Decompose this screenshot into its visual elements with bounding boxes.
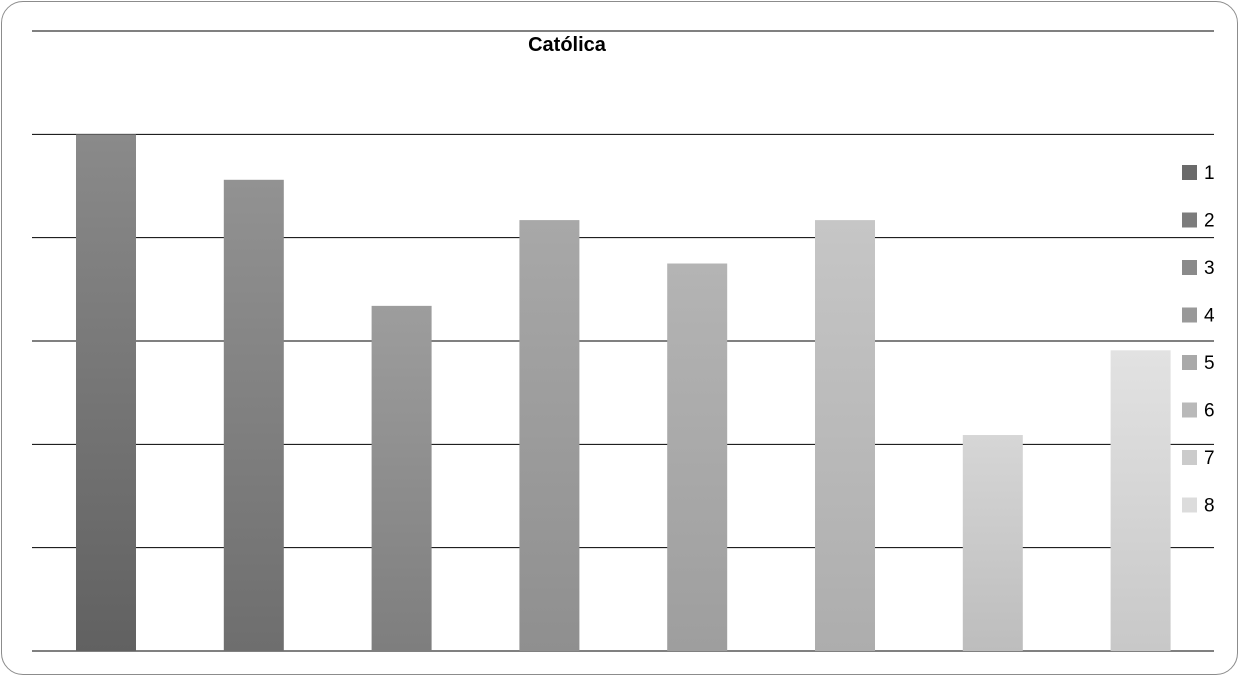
- legend-item-7: 7: [1182, 448, 1215, 469]
- bar-6: [815, 220, 875, 651]
- legend-swatch-2: [1182, 212, 1197, 228]
- gridlines: [32, 30, 1214, 652]
- legend-label-3: 3: [1204, 258, 1215, 279]
- bar-2: [223, 179, 284, 652]
- legend-swatch-7: [1182, 450, 1197, 465]
- legend-swatch-8: [1182, 497, 1197, 513]
- legend-swatch-1: [1182, 165, 1197, 180]
- legend: 1 2 3 4 5 6 7 8: [1182, 163, 1215, 517]
- legend-label-5: 5: [1204, 353, 1215, 374]
- legend-swatch-5: [1182, 355, 1197, 370]
- bar-5: [667, 263, 728, 651]
- legend-label-2: 2: [1204, 211, 1215, 232]
- bar-7: [962, 435, 1023, 651]
- chart-title: Católica: [528, 34, 607, 56]
- legend-swatch-6: [1182, 402, 1197, 418]
- legend-item-8: 8: [1182, 496, 1215, 517]
- legend-item-4: 4: [1182, 306, 1215, 327]
- legend-label-8: 8: [1204, 496, 1215, 517]
- legend-item-5: 5: [1182, 353, 1215, 374]
- legend-label-4: 4: [1204, 306, 1215, 327]
- bar-8: [1110, 350, 1171, 651]
- legend-label-6: 6: [1204, 401, 1215, 422]
- bar-4: [519, 220, 580, 651]
- bar-1: [76, 134, 136, 652]
- legend-item-1: 1: [1182, 163, 1215, 184]
- legend-item-3: 3: [1182, 258, 1215, 279]
- legend-item-2: 2: [1182, 211, 1215, 232]
- legend-swatch-4: [1182, 307, 1197, 323]
- bar-3: [371, 305, 432, 651]
- legend-label-7: 7: [1204, 448, 1215, 469]
- legend-swatch-3: [1182, 260, 1197, 275]
- legend-label-1: 1: [1204, 163, 1215, 184]
- bars: [76, 134, 1171, 652]
- legend-item-6: 6: [1182, 401, 1215, 422]
